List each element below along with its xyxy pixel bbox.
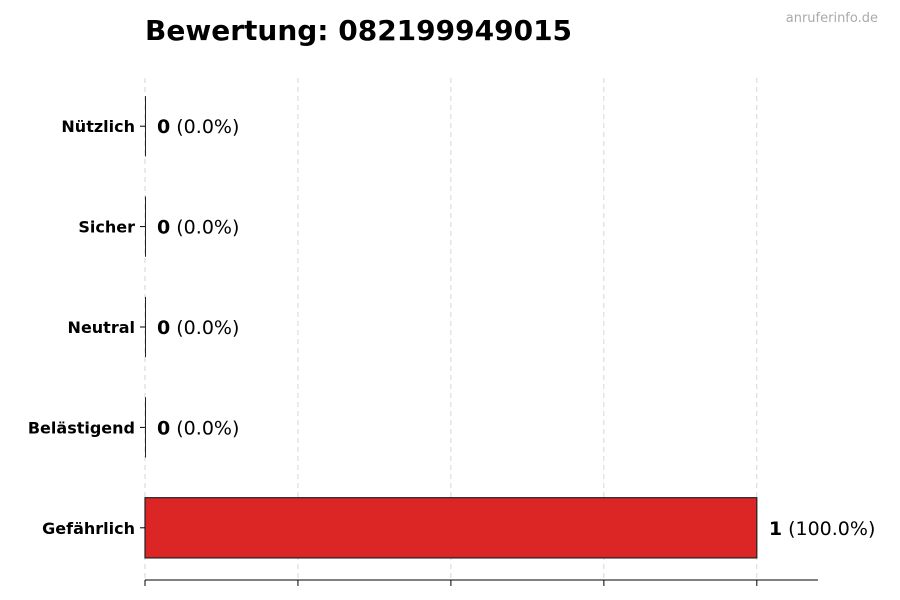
bars (144, 96, 758, 559)
category-label: Nützlich (61, 117, 135, 136)
grid (144, 78, 758, 580)
value-label: 0 (0.0%) (157, 417, 239, 439)
category-label: Sicher (78, 218, 135, 237)
category-label: Gefährlich (42, 519, 135, 538)
axes (140, 125, 818, 586)
bar (144, 497, 758, 559)
category-label: Neutral (68, 318, 135, 337)
category-label: Belästigend (28, 418, 135, 437)
value-label: 0 (0.0%) (157, 317, 239, 339)
value-label: 0 (0.0%) (157, 217, 239, 239)
value-label: 0 (0.0%) (157, 116, 239, 138)
value-label: 1 (100.0%) (769, 518, 876, 540)
watermark: anruferinfo.de (786, 11, 878, 26)
labels: Nützlich 0 (0.0%) Sicher 0 (0.0%) Neutral 0 (… (28, 116, 876, 540)
chart-title: Bewertung: 082199949015 (145, 14, 572, 47)
